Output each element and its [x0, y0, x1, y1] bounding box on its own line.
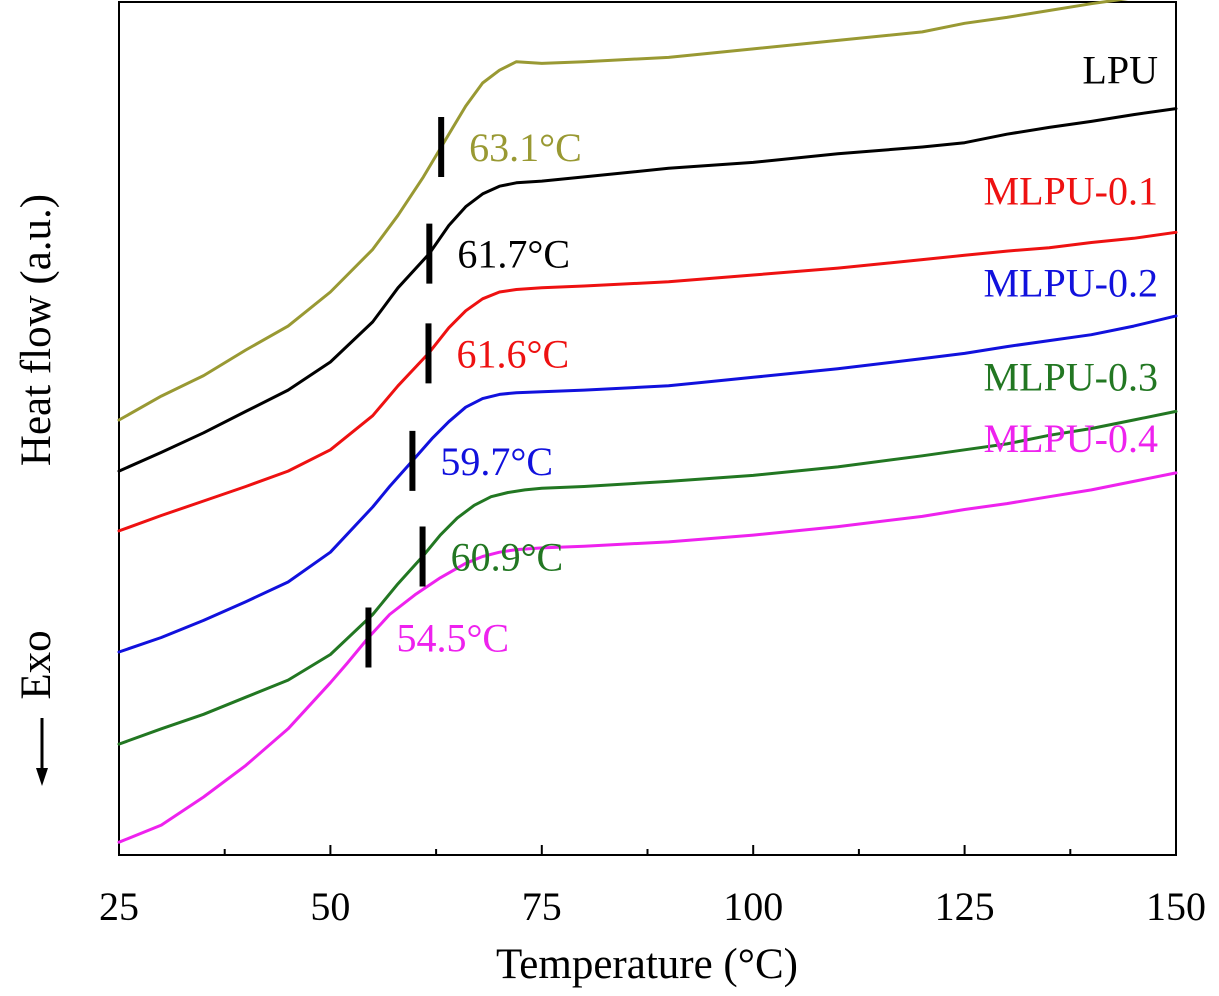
tg-label-lpu: 61.7°C [457, 232, 570, 277]
curve-mlpu-0-4 [117, 471, 1178, 844]
series-label-mlpu-0-2: MLPU-0.2 [984, 261, 1158, 306]
curve-pu [117, 0, 1129, 422]
x-axis-title: Temperature (°C) [496, 941, 798, 988]
y-axis-title: Heat flow (a.u.) [13, 194, 60, 466]
tg-label-mlpu-0-4: 54.5°C [396, 615, 509, 660]
series-label-mlpu-0-3: MLPU-0.3 [984, 355, 1158, 400]
x-axis-ticks: 25 50 75 100 125 150 [99, 845, 1206, 929]
x-tick-label: 50 [310, 884, 350, 929]
curve-mlpu-0-3 [117, 409, 1178, 746]
x-tick-label: 125 [935, 884, 995, 929]
x-tick-label: 150 [1146, 884, 1206, 929]
exo-arrow-icon [36, 718, 48, 786]
tg-markers: 63.1°C 61.7°C 61.6°C 59.7°C 60.9°C 54.5°C [365, 117, 582, 668]
tg-label-mlpu-0-3: 60.9°C [451, 534, 564, 579]
series-label-mlpu-0-1: MLPU-0.1 [984, 169, 1158, 214]
curves [117, 0, 1178, 844]
tg-label-mlpu-0-2: 59.7°C [440, 439, 553, 484]
tg-label-mlpu-0-1: 61.6°C [456, 331, 569, 376]
x-tick-label: 100 [723, 884, 783, 929]
curve-mlpu-0-2 [117, 314, 1178, 654]
series-label-mlpu-0-4: MLPU-0.4 [984, 416, 1158, 461]
exo-label: Exo [13, 630, 60, 699]
curve-lpu [117, 107, 1178, 473]
x-tick-label: 75 [522, 884, 562, 929]
x-tick-label: 25 [99, 884, 139, 929]
curve-mlpu-0-1 [117, 230, 1178, 533]
tg-label-pu: 63.1°C [469, 125, 582, 170]
series-label-lpu: LPU [1082, 47, 1158, 92]
